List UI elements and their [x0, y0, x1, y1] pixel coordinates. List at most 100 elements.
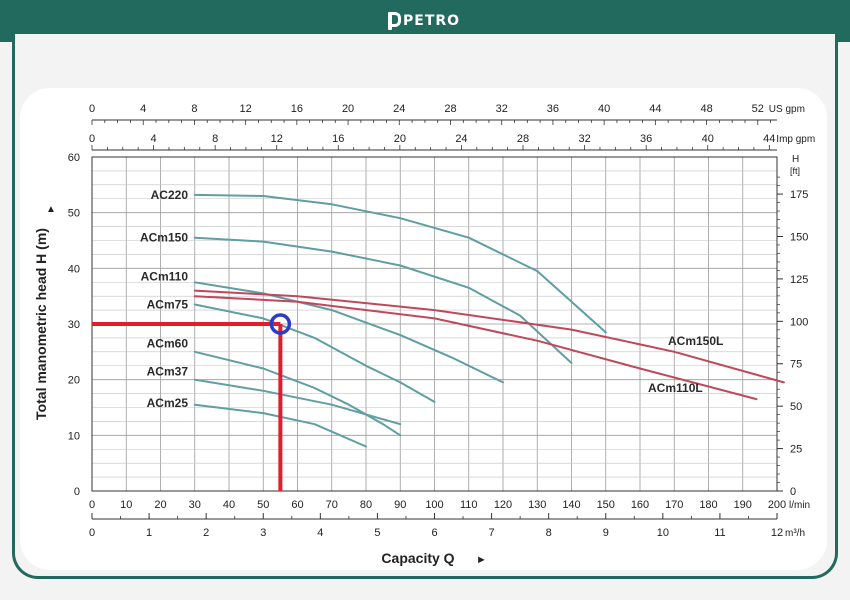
usgpm-tick-label: 40	[598, 103, 610, 115]
x-tick-label: 110	[460, 499, 478, 511]
x-tick-label: 60	[291, 499, 303, 511]
series-line-acm37	[193, 378, 402, 426]
y-tick-label: 10	[68, 430, 80, 442]
usgpm-unit-label: US gpm	[769, 104, 805, 115]
m3h-tick-label: 7	[489, 527, 495, 539]
x-axis-title: Capacity Q	[381, 550, 454, 566]
series-label-acm110: ACm110	[141, 270, 189, 284]
m3h-tick-label: 5	[374, 527, 380, 539]
y-axis-arrow-icon: ▲	[46, 204, 56, 215]
ft-tick-label: 50	[790, 401, 802, 413]
right-axis-label-unit: [ft]	[790, 166, 800, 176]
series-line-acm60	[193, 350, 402, 437]
series-label-acm37: ACm37	[147, 364, 189, 378]
usgpm-tick-label: 16	[291, 103, 303, 115]
m3h-tick-label: 10	[657, 527, 669, 539]
x-tick-label: 140	[562, 499, 580, 511]
y-tick-label: 60	[68, 152, 80, 164]
impgpm-tick-label: 40	[702, 133, 714, 145]
x-tick-label: 160	[631, 499, 649, 511]
series-line-acm150l	[193, 289, 785, 384]
series-line-acm110	[193, 281, 504, 384]
impgpm-tick-label: 44	[763, 133, 775, 145]
m3h-tick-label: 3	[260, 527, 266, 539]
ft-tick-label: 25	[790, 444, 802, 456]
impgpm-tick-label: 12	[271, 133, 283, 145]
x-tick-label: 180	[699, 499, 717, 511]
series-label-acm60: ACm60	[147, 336, 189, 350]
series-label-acm150: ACm150	[140, 231, 188, 245]
x-tick-label: 90	[394, 499, 406, 511]
x-unit-label: l/min	[789, 500, 810, 511]
x-tick-label: 130	[528, 499, 546, 511]
usgpm-tick-label: 20	[342, 103, 354, 115]
usgpm-tick-label: 24	[393, 103, 405, 115]
x-tick-label: 150	[597, 499, 615, 511]
x-tick-label: 100	[425, 499, 443, 511]
m3h-tick-label: 8	[546, 527, 552, 539]
brand-name: PETRO	[403, 13, 461, 29]
x-tick-label: 50	[257, 499, 269, 511]
x-tick-label: 80	[360, 499, 372, 511]
impgpm-tick-label: 0	[89, 133, 95, 145]
usgpm-tick-label: 36	[547, 103, 559, 115]
x-tick-label: 20	[154, 499, 166, 511]
m3h-tick-label: 4	[317, 527, 323, 539]
series-label-acm25: ACm25	[147, 396, 189, 410]
usgpm-tick-label: 44	[649, 103, 661, 115]
series-line-acm110l	[193, 295, 758, 401]
impgpm-tick-label: 4	[151, 133, 157, 145]
m3h-tick-label: 9	[603, 527, 609, 539]
impgpm-tick-label: 28	[517, 133, 529, 145]
series-line-acm25	[193, 403, 367, 448]
series-label-acm75: ACm75	[147, 298, 189, 312]
usgpm-tick-label: 0	[89, 103, 95, 115]
y-axis-title: Total manometric head H (m)	[33, 228, 49, 420]
impgpm-tick-label: 24	[455, 133, 467, 145]
x-tick-label: 170	[665, 499, 683, 511]
usgpm-tick-label: 8	[191, 103, 197, 115]
series-label-ac220: AC220	[151, 188, 189, 202]
usgpm-tick-label: 32	[496, 103, 508, 115]
ft-tick-label: 100	[790, 316, 808, 328]
y-tick-label: 20	[68, 375, 80, 387]
x-tick-label: 30	[189, 499, 201, 511]
ft-tick-label: 75	[790, 359, 802, 371]
impgpm-tick-label: 16	[332, 133, 344, 145]
series-line-acm150	[193, 236, 573, 364]
series-label-acm110l: ACm110L	[648, 381, 703, 395]
m3h-tick-label: 1	[146, 527, 152, 539]
m3h-tick-label: 11	[714, 527, 725, 539]
series-line-acm75	[193, 303, 436, 403]
series-label-acm150l: ACm150L	[668, 334, 723, 348]
logo-icon	[386, 11, 401, 31]
usgpm-tick-label: 12	[240, 103, 252, 115]
impgpm-tick-label: 36	[640, 133, 652, 145]
x-tick-label: 200	[768, 499, 786, 511]
x-tick-label: 0	[89, 499, 95, 511]
x-tick-label: 10	[120, 499, 132, 511]
y-tick-label: 50	[68, 208, 80, 220]
impgpm-unit-label: Imp gpm	[776, 134, 815, 145]
usgpm-tick-label: 4	[140, 103, 146, 115]
right-axis-label-h: H	[792, 154, 799, 165]
x-tick-label: 120	[494, 499, 512, 511]
usgpm-tick-label: 52	[752, 103, 764, 115]
x-tick-label: 40	[223, 499, 235, 511]
usgpm-tick-label: 28	[444, 103, 456, 115]
m3h-tick-label: 0	[89, 527, 95, 539]
impgpm-tick-label: 32	[578, 133, 590, 145]
y-tick-label: 40	[68, 263, 80, 275]
x-tick-label: 70	[326, 499, 338, 511]
ft-tick-label: 125	[790, 274, 808, 286]
ft-tick-label: 175	[790, 189, 808, 201]
x-tick-label: 190	[734, 499, 752, 511]
y-tick-label: 30	[68, 319, 80, 331]
chart-card	[20, 88, 827, 570]
ft-tick-label: 150	[790, 231, 808, 243]
brand-logo[interactable]: PETRO	[386, 9, 460, 33]
m3h-tick-label: 12	[771, 527, 783, 539]
impgpm-tick-label: 8	[212, 133, 218, 145]
m3h-unit-label: m³/h	[785, 528, 805, 539]
